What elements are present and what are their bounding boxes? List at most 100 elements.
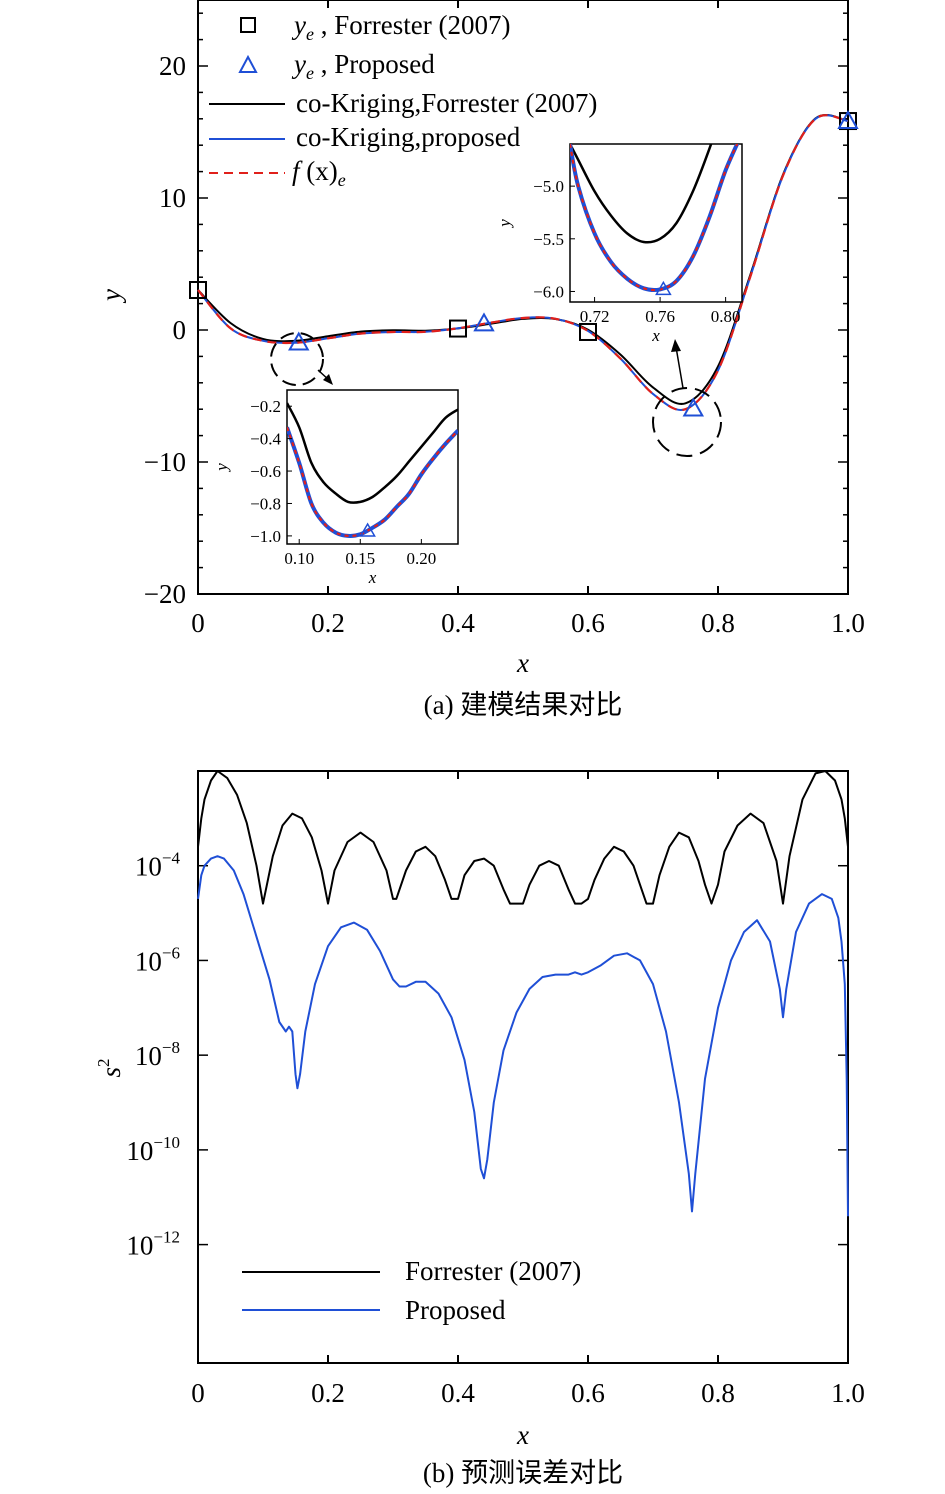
chart-b-series-line-0 <box>197 770 849 905</box>
chart-b-ylabel-base: s <box>96 1067 126 1078</box>
chart-a-legend: ye , Forrester (2007) ye , Proposed co-K… <box>209 10 597 190</box>
inset1-ytick-label: −0.8 <box>250 494 281 513</box>
chart-a-series-line-2 <box>197 114 849 412</box>
chart-a-point-proposed <box>473 312 495 332</box>
chart-a-ytick-label: −20 <box>144 579 186 609</box>
chart-a-xtick-label: 0.8 <box>701 608 735 638</box>
chart-a-caption: (a) 建模结果对比 <box>424 690 623 720</box>
legend-ye-proposed-var: y <box>291 49 306 79</box>
inset2-ytick-label: −5.0 <box>533 177 564 196</box>
legend-ck-forrester: co-Kriging,Forrester (2007) <box>296 88 597 118</box>
inset2-xtick-label: 0.76 <box>645 307 675 326</box>
inset1-ytick-label: −0.4 <box>250 430 281 449</box>
inset2-frame <box>569 143 743 303</box>
legend-square-marker <box>240 17 256 33</box>
zoom-circle-2 <box>652 387 722 457</box>
inset2-xtick-label: 0.72 <box>580 307 610 326</box>
chart-b-ytick-exponent: −12 <box>153 1228 180 1247</box>
chart-a-frame <box>197 0 849 595</box>
chart-b-frame <box>197 770 849 1364</box>
legend-ye-proposed-rest: , Proposed <box>314 49 435 79</box>
chart-b-ytick-base: 10 <box>135 1041 162 1071</box>
chart-a-xtick-label: 0 <box>191 608 205 638</box>
chart-b-ytick-base: 10 <box>126 1136 153 1166</box>
chart-b-ytick-exponent: −4 <box>162 849 181 868</box>
legend-ye-proposed: ye , Proposed <box>291 49 435 83</box>
chart-a-ytick-label: −10 <box>144 447 186 477</box>
chart-a-point-forrester <box>449 319 467 338</box>
chart-b-series-line-1 <box>197 855 849 1217</box>
chart-a: 0 0.2 0.4 0.6 0.8 1.0 −20 −10 0 10 20 0.10 0.15 0.2… <box>96 0 865 720</box>
chart-b-ytick-label: 10−12 <box>126 1228 180 1261</box>
inset2-triangle <box>655 280 672 296</box>
inset2-black-line <box>570 144 713 244</box>
chart-b-legend: Forrester (2007) Proposed <box>242 1256 581 1325</box>
chart-a-x-ticks: 0 0.2 0.4 0.6 0.8 1.0 <box>191 0 865 638</box>
chart-a-xtick-label: 0.2 <box>311 608 345 638</box>
inset1-xtick-label: 0.10 <box>284 549 314 568</box>
legend-f-sub: e <box>338 170 346 190</box>
chart-b-series <box>197 770 849 1217</box>
inset1-ytick-label: −0.2 <box>250 397 281 416</box>
chart-b-ytick-exponent: −6 <box>162 943 180 962</box>
chart-a-ytick-label: 20 <box>159 51 186 81</box>
inset1-frame <box>286 389 459 545</box>
chart-a-xtick-label: 0.4 <box>441 608 475 638</box>
inset2-xtick-label: 0.80 <box>711 307 741 326</box>
chart-b-ytick-base: 10 <box>135 852 162 882</box>
chart-a-xtick-label: 1.0 <box>831 608 865 638</box>
chart-a-ytick-label: 0 <box>173 315 187 345</box>
chart-a-point-proposed <box>288 331 310 351</box>
chart-b-xlabel: x <box>516 1420 529 1450</box>
chart-b-xtick-label: 0.4 <box>441 1378 475 1408</box>
legend-ck-proposed: co-Kriging,proposed <box>296 122 521 152</box>
legend-ye-forrester-var: y <box>291 10 306 40</box>
inset1-ylabel: y <box>212 463 231 473</box>
inset1-black-line <box>287 402 458 504</box>
chart-a-xlabel: x <box>516 648 529 678</box>
chart-b-xtick-label: 1.0 <box>831 1378 865 1408</box>
chart-b-xtick-label: 0.2 <box>311 1378 345 1408</box>
chart-b-caption: (b) 预测误差对比 <box>423 1458 623 1488</box>
legend-f-var: f <box>292 156 303 186</box>
legend-triangle-marker <box>238 54 258 73</box>
chart-b-ytick-label: 10−10 <box>126 1133 180 1166</box>
chart-b-xtick-label: 0 <box>191 1378 205 1408</box>
inset1-xlabel: x <box>368 568 377 587</box>
inset2-plot <box>570 144 740 293</box>
zoom-arrowhead-2 <box>671 339 681 352</box>
chart-a-points <box>189 110 859 417</box>
legend-ye-forrester-sub: e <box>306 24 314 44</box>
chart-a-ytick-label: 10 <box>159 183 186 213</box>
chart-a-point-proposed <box>682 397 705 417</box>
chart-b-ytick-label: 10−4 <box>135 849 181 882</box>
legend-f-true: f (x)e <box>292 156 346 190</box>
zoom-arrow-2 <box>675 346 684 389</box>
chart-a-point-proposed <box>837 110 859 130</box>
chart-b-ytick-label: 10−8 <box>135 1038 180 1071</box>
inset-1: 0.10 0.15 0.20 −0.2 −0.4 −0.6 −0.8 −1.0 x y <box>212 389 459 587</box>
inset2-ytick-label: −6.0 <box>533 282 564 301</box>
legend-ye-proposed-sub: e <box>306 63 314 83</box>
inset1-xtick-label: 0.15 <box>345 549 375 568</box>
inset1-plot <box>287 402 458 538</box>
chart-b-ytick-exponent: −8 <box>162 1038 180 1057</box>
chart-b-ylabel-sup: 2 <box>94 1058 113 1067</box>
chart-a-ylabel: y <box>96 289 126 304</box>
inset2-ylabel: y <box>495 219 514 229</box>
chart-b-ytick-exponent: −10 <box>153 1133 180 1152</box>
zoom-arrowhead-1 <box>323 374 333 385</box>
inset-2: 0.72 0.76 0.80 −5.0 −5.5 −6.0 x y <box>495 143 743 345</box>
inset2-red-line <box>570 144 739 292</box>
zoom-circle-1 <box>270 332 324 386</box>
chart-a-point-forrester <box>579 322 597 341</box>
chart-a-xtick-label: 0.6 <box>571 608 605 638</box>
legend-proposed: Proposed <box>405 1295 506 1325</box>
chart-b-xtick-label: 0.8 <box>701 1378 735 1408</box>
inset2-ytick-label: −5.5 <box>533 230 564 249</box>
inset1-red-line <box>287 426 458 538</box>
chart-a-point-forrester <box>189 281 207 300</box>
chart-b-ylabel: s2 <box>94 1058 126 1077</box>
